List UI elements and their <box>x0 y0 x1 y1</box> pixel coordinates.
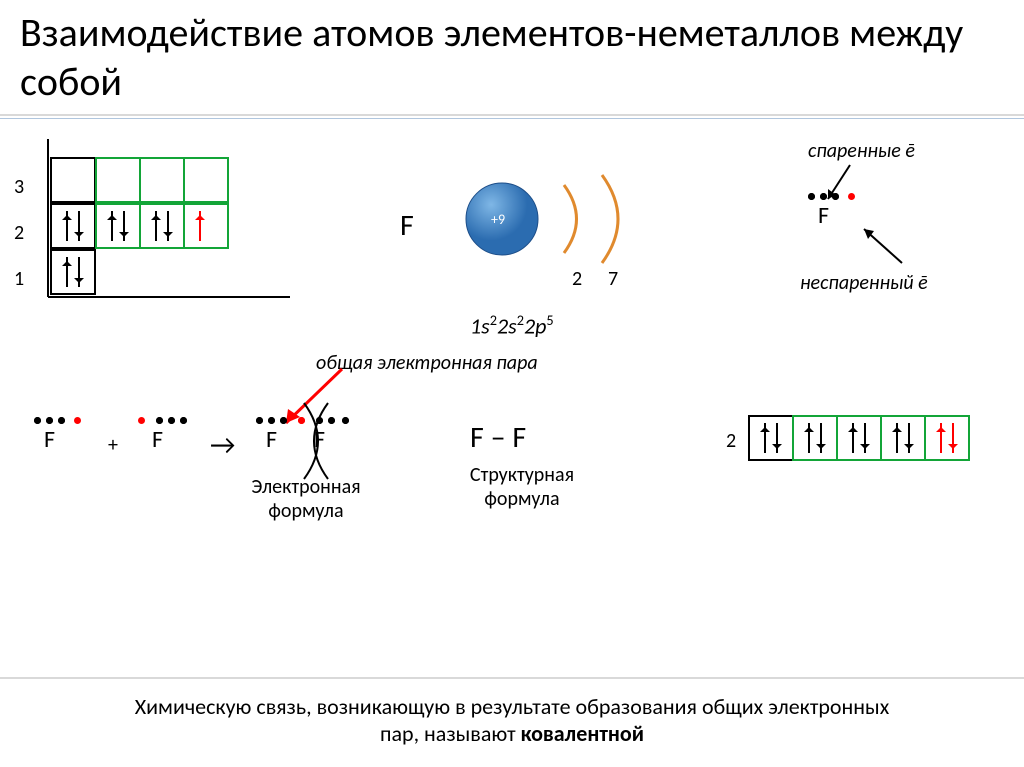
plus-sign: + <box>108 433 118 457</box>
orbital <box>50 203 96 249</box>
orbital <box>50 249 96 295</box>
orbital <box>139 203 185 249</box>
footnote: Химическую связь, возникающую в результа… <box>0 693 1024 747</box>
nucleus-charge: +9 <box>491 211 505 228</box>
level-3: 3 <box>14 175 24 199</box>
lewis-right: F <box>134 417 204 467</box>
paired-label: спаренные ē <box>808 139 915 163</box>
atom-diagram <box>454 167 674 287</box>
level-2: 2 <box>14 221 24 245</box>
reaction-arrow: → <box>210 427 235 462</box>
page-title: Взаимодействие атомов элементов-неметалл… <box>0 0 1024 110</box>
lewis-F2: F F <box>250 417 370 467</box>
orbital <box>95 157 141 203</box>
structural-formula-label: Структурная формула <box>452 463 592 511</box>
orbital <box>50 157 96 203</box>
shell-count-2: 7 <box>608 267 618 291</box>
divider <box>0 114 1024 116</box>
electronic-formula-label: Электронная формула <box>246 475 366 523</box>
orbital <box>183 203 229 249</box>
orbital <box>139 157 185 203</box>
element-symbol: F <box>400 207 414 244</box>
unpaired-label: неспаренный ē <box>800 271 928 295</box>
level-1: 1 <box>14 267 24 291</box>
shell-count-1: 2 <box>572 267 582 291</box>
content: 3 2 1 F +9 2 7 1s22s22p5 спаренные ē <box>0 119 1024 669</box>
level-2-bottom: 2 <box>726 429 736 453</box>
orbital <box>183 157 229 203</box>
structural-formula: F – F <box>470 419 526 456</box>
orbital <box>95 203 141 249</box>
bonded-orbitals <box>748 415 970 461</box>
electron-config: 1s22s22p5 <box>470 311 554 339</box>
lewis-left: F <box>26 417 96 467</box>
